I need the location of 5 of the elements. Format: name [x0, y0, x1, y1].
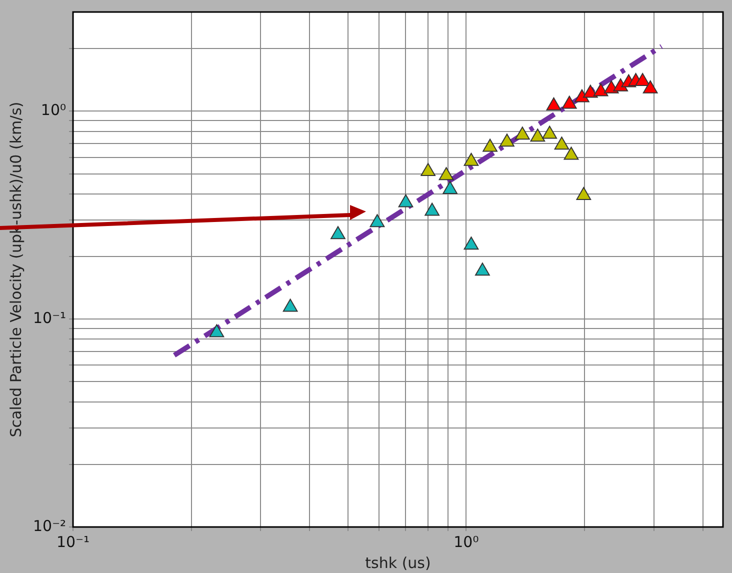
y-tick-label: 10⁻²	[32, 516, 66, 535]
x-axis-title: tshk (us)	[365, 554, 431, 572]
y-tick-label: 10⁰	[40, 101, 66, 120]
y-tick-label: 10⁻¹	[32, 308, 66, 327]
y-axis-title: Scaled Particle Velocity (upk-ushk)/u0 (km/s)	[6, 102, 25, 438]
